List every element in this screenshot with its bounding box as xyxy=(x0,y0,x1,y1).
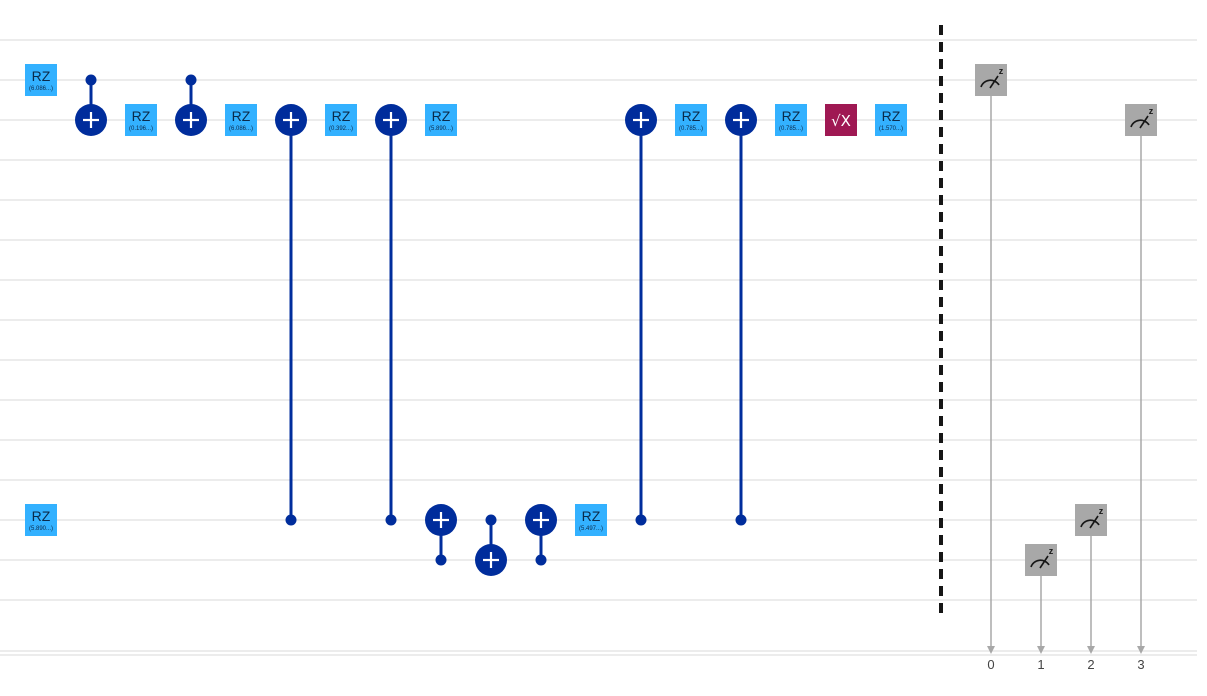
rz-gate-box xyxy=(25,64,57,96)
rz-gate-param: (0.196...) xyxy=(129,126,153,132)
measure-basis-label: z xyxy=(999,66,1004,76)
rz-gate: RZ (0.785...) xyxy=(775,104,807,136)
rz-gate: RZ (6.086...) xyxy=(25,64,57,96)
classical-arrow-icon xyxy=(1087,646,1095,654)
cnot-gate xyxy=(725,104,757,526)
rz-gate: RZ (0.392...) xyxy=(325,104,357,136)
cnot-control-dot xyxy=(285,514,297,526)
rz-gate-label: RZ xyxy=(882,108,901,124)
rz-gate-param: (5.890...) xyxy=(429,126,453,132)
rz-gate-box xyxy=(25,504,57,536)
rz-gate-param: (6.086...) xyxy=(29,86,53,92)
classical-bit-label: 3 xyxy=(1137,657,1144,672)
rz-gate: RZ (1.570...) xyxy=(875,104,907,136)
rz-gate-box xyxy=(325,104,357,136)
cnot-control-dot xyxy=(185,74,197,86)
rz-gate-label: RZ xyxy=(32,68,51,84)
cnot-control-dot xyxy=(735,514,747,526)
rz-gate-param: (5.890...) xyxy=(29,526,53,532)
cnot-control-dot xyxy=(635,514,647,526)
classical-arrow-icon xyxy=(987,646,995,654)
meter-icon xyxy=(980,79,1000,88)
cnot-control-dot xyxy=(535,554,547,566)
rz-gate-box xyxy=(575,504,607,536)
rz-gate: RZ (5.890...) xyxy=(425,104,457,136)
rz-gate-param: (0.785...) xyxy=(779,126,803,132)
classical-arrow-icon xyxy=(1137,646,1145,654)
rz-gate-box xyxy=(675,104,707,136)
classical-bit-label: 0 xyxy=(987,657,994,672)
measure-gate: z xyxy=(1025,544,1057,654)
cnot-gate xyxy=(375,104,407,526)
meter-needle-icon xyxy=(1039,555,1049,569)
rz-gate-label: RZ xyxy=(332,108,351,124)
rz-gate-param: (0.392...) xyxy=(329,126,353,132)
measure-basis-label: z xyxy=(1049,546,1054,556)
rz-gate: RZ (5.890...) xyxy=(25,504,57,536)
rz-gate-box xyxy=(425,104,457,136)
classical-bit-label: 1 xyxy=(1037,657,1044,672)
cnot-control-dot xyxy=(485,514,497,526)
rz-gate-box xyxy=(775,104,807,136)
measure-gate: z xyxy=(975,64,1007,654)
measure-basis-label: z xyxy=(1149,106,1154,116)
sx-gate-box xyxy=(825,104,857,136)
measure-gate: z xyxy=(1125,104,1157,654)
rz-gate-label: RZ xyxy=(682,108,701,124)
rz-gate-label: RZ xyxy=(232,108,251,124)
cnot-gate xyxy=(175,74,207,136)
rz-gate-label: RZ xyxy=(582,508,601,524)
cnot-gate xyxy=(525,504,557,566)
rz-gate-label: RZ xyxy=(132,108,151,124)
rz-gate-box xyxy=(125,104,157,136)
meter-icon xyxy=(1030,559,1050,568)
rz-gate-param: (1.570...) xyxy=(879,126,903,132)
sx-gate: √X xyxy=(825,104,857,136)
cnot-gate xyxy=(75,74,107,136)
rz-gate-label: RZ xyxy=(782,108,801,124)
cnot-gate xyxy=(625,104,657,526)
cnot-gate xyxy=(425,504,457,566)
measure-basis-label: z xyxy=(1099,506,1104,516)
meter-icon xyxy=(1080,519,1100,528)
meter-needle-icon xyxy=(1089,515,1099,529)
rz-gate-param: (6.086...) xyxy=(229,126,253,132)
qubit-wires xyxy=(0,39,1197,656)
cnot-control-dot xyxy=(435,554,447,566)
meter-icon xyxy=(1130,119,1150,128)
gates: RZ (6.086...) RZ (0.196...) RZ (6.086...) RZ (0… xyxy=(25,64,1157,654)
classical-arrow-icon xyxy=(1037,646,1045,654)
rz-gate-param: (0.785...) xyxy=(679,126,703,132)
meter-needle-icon xyxy=(989,75,999,89)
classical-bit-labels: 0 1 2 3 xyxy=(987,657,1144,672)
rz-gate-box xyxy=(875,104,907,136)
rz-gate: RZ (5.497...) xyxy=(575,504,607,536)
classical-bit-label: 2 xyxy=(1087,657,1094,672)
cnot-control-dot xyxy=(385,514,397,526)
rz-gate: RZ (0.785...) xyxy=(675,104,707,136)
sx-gate-label: √X xyxy=(831,112,851,130)
rz-gate-box xyxy=(225,104,257,136)
cnot-control-dot xyxy=(85,74,97,86)
rz-gate-param: (5.497...) xyxy=(579,526,603,532)
rz-gate-label: RZ xyxy=(432,108,451,124)
cnot-gate xyxy=(275,104,307,526)
rz-gate: RZ (6.086...) xyxy=(225,104,257,136)
measure-gate: z xyxy=(1075,504,1107,654)
rz-gate: RZ (0.196...) xyxy=(125,104,157,136)
meter-needle-icon xyxy=(1139,115,1149,129)
cnot-gate xyxy=(475,514,507,576)
rz-gate-label: RZ xyxy=(32,508,51,524)
